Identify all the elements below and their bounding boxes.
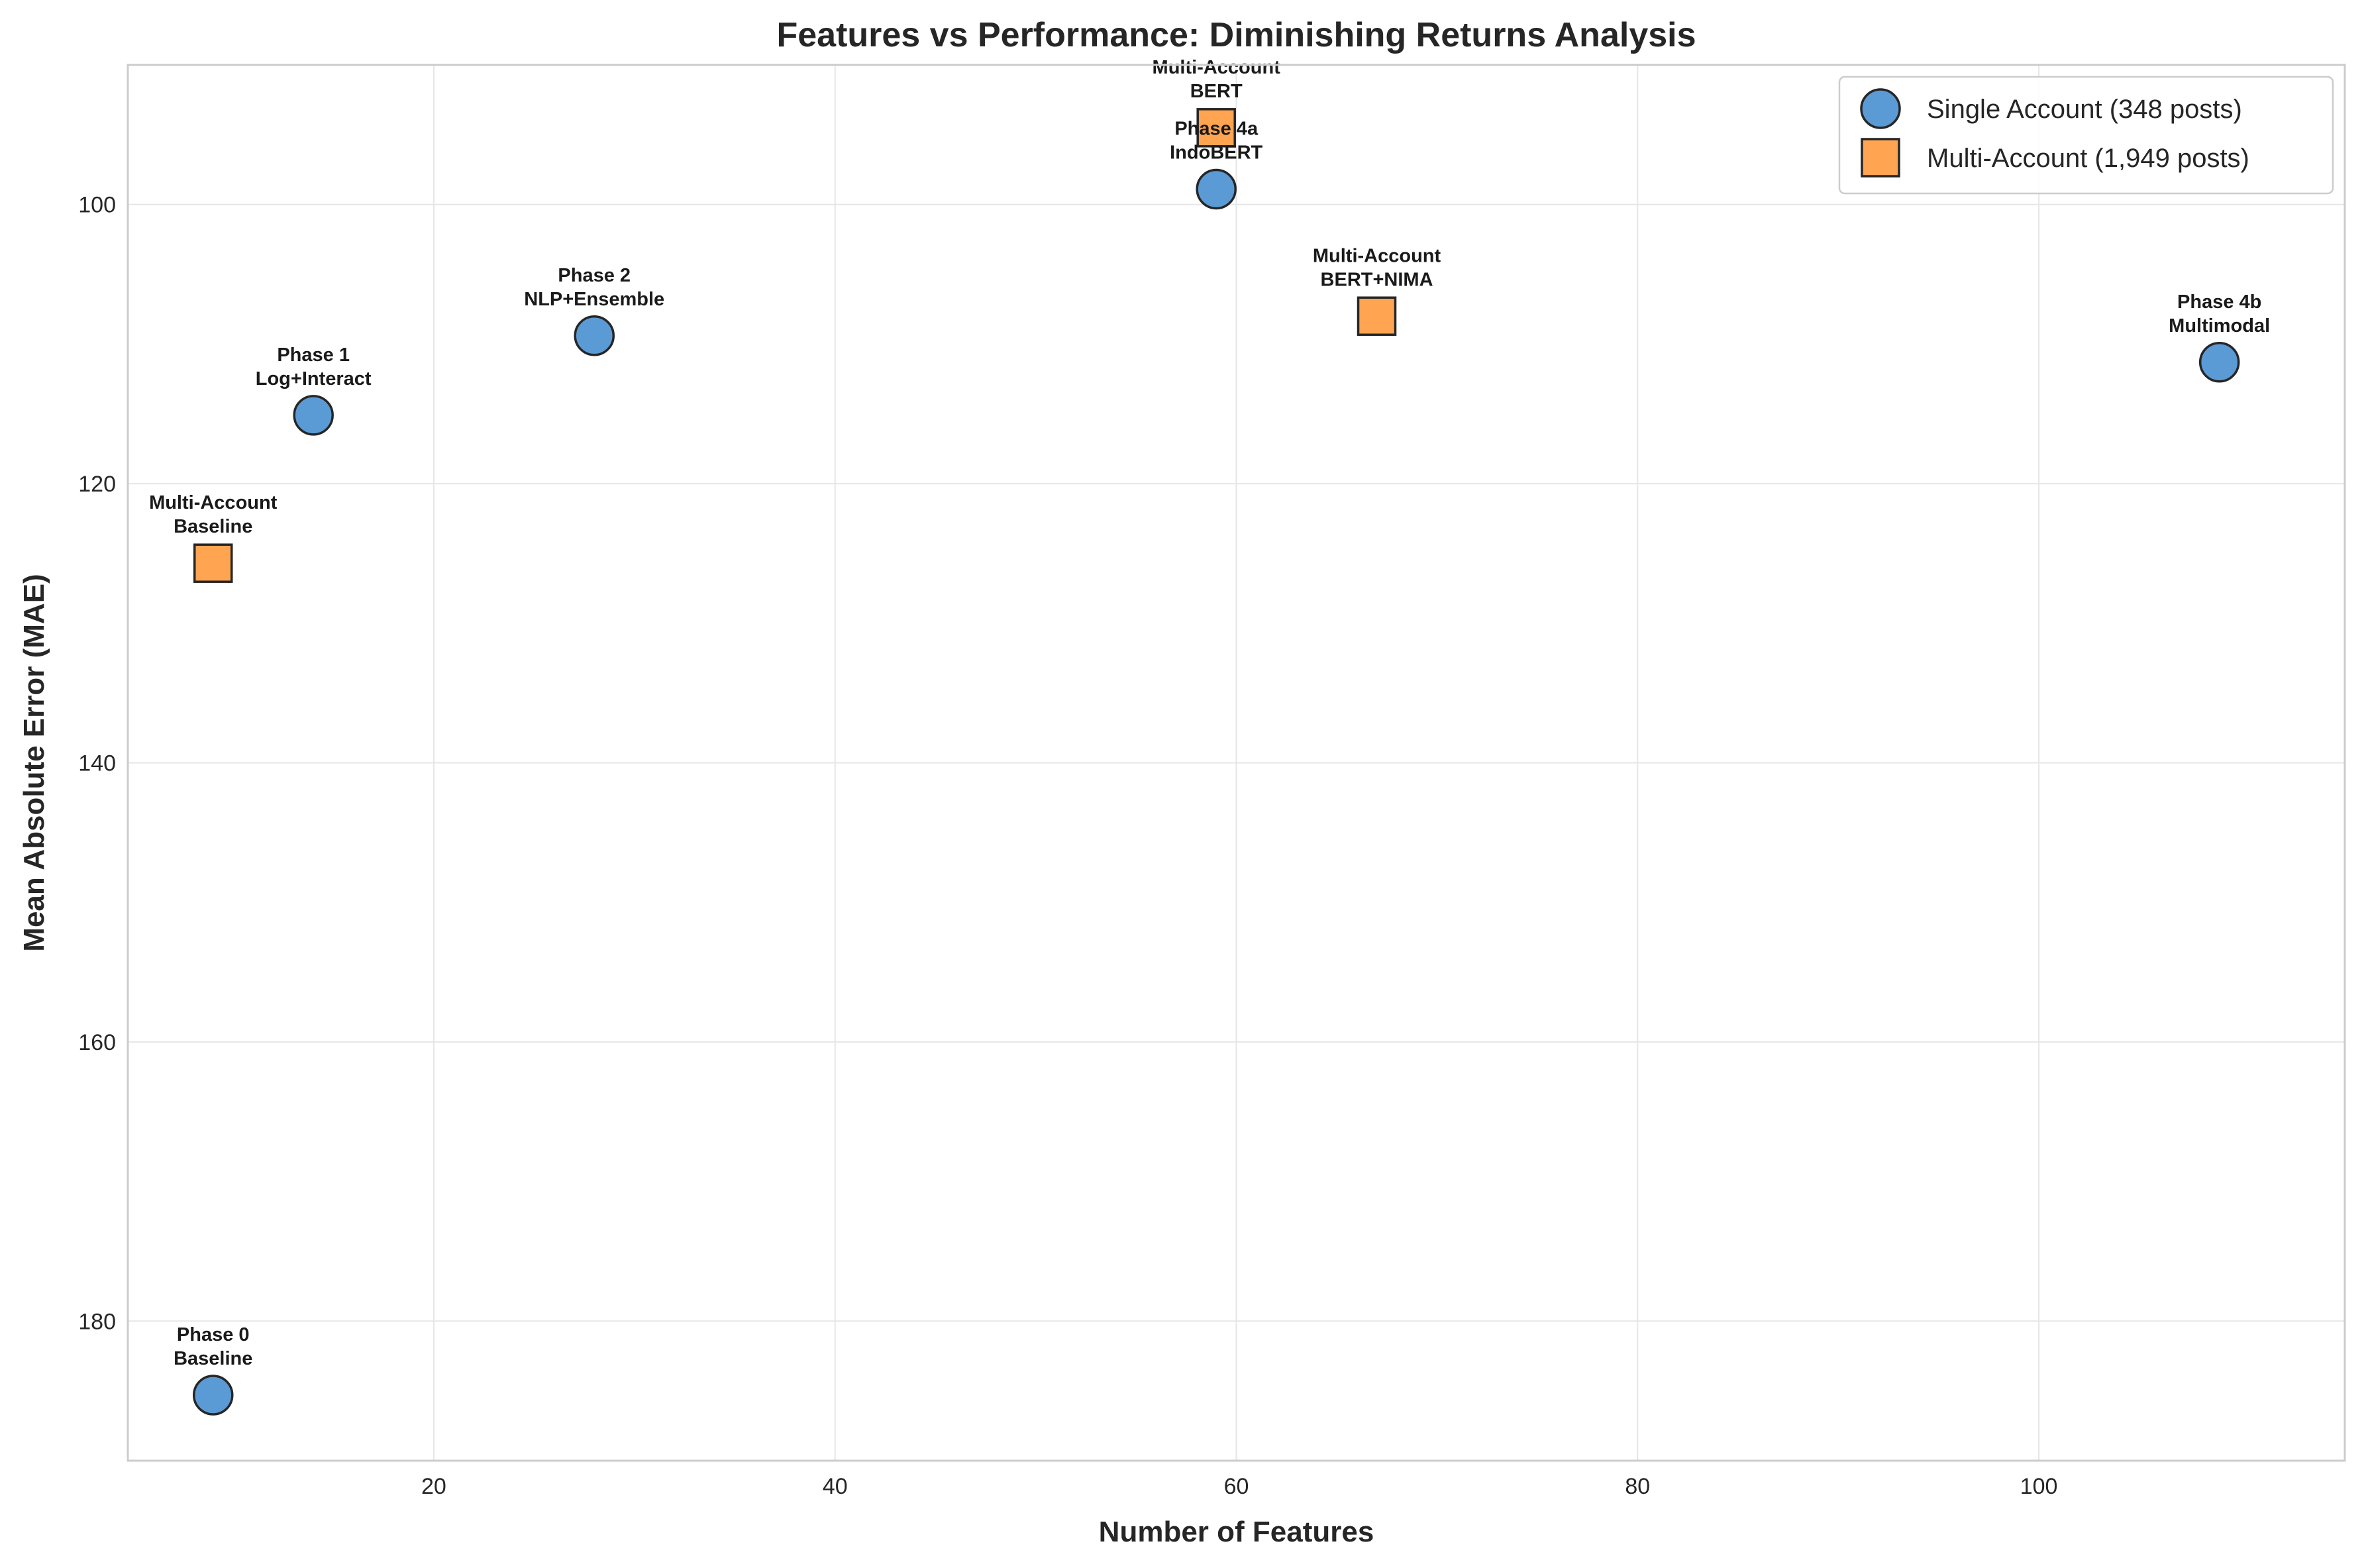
tick-labels: 20 40 60 80 100 100 120 140 160 180 — [78, 193, 2057, 1499]
point-annotation: BERT — [1190, 81, 1243, 102]
x-tick-label: 20 — [421, 1474, 446, 1499]
multi-account-point — [1357, 296, 1397, 337]
x-tick-label: 80 — [1625, 1474, 1650, 1499]
point-annotation: Phase 1 — [277, 344, 350, 366]
legend-square-marker — [1861, 138, 1900, 178]
x-tick-label: 40 — [823, 1474, 848, 1499]
single-account-point — [192, 1375, 234, 1416]
y-tick-label: 140 — [78, 751, 116, 776]
data-points — [192, 108, 2240, 1416]
x-tick-label: 60 — [1224, 1474, 1249, 1499]
legend: Single Account (348 posts) Multi-Account … — [1838, 76, 2334, 195]
y-tick-label: 160 — [78, 1030, 116, 1055]
point-annotation: NLP+Ensemble — [524, 289, 664, 310]
point-annotation: Multimodal — [2169, 315, 2270, 337]
single-account-point — [1196, 168, 1237, 210]
single-account-point — [574, 315, 615, 356]
multi-account-point — [1196, 108, 1236, 148]
point-annotation: Phase 4b — [2177, 291, 2261, 313]
chart-title: Features vs Performance: Diminishing Ret… — [776, 16, 1696, 54]
y-axis-label: Mean Absolute Error (MAE) — [18, 574, 50, 951]
multi-account-point — [193, 543, 233, 583]
legend-box — [1838, 76, 2334, 195]
point-annotation: Log+Interact — [256, 368, 372, 390]
y-tick-label: 100 — [78, 193, 116, 218]
point-annotation: Baseline — [174, 1348, 252, 1369]
y-tick-label: 180 — [78, 1309, 116, 1334]
grid — [128, 65, 2345, 1461]
x-tick-label: 100 — [2020, 1474, 2058, 1499]
point-annotation: Multi-Account — [1313, 245, 1441, 266]
y-tick-label: 120 — [78, 472, 116, 497]
point-annotation: IndoBERT — [1170, 142, 1262, 164]
x-axis-label: Number of Features — [1099, 1516, 1374, 1548]
single-account-point — [293, 395, 334, 436]
point-annotation: Multi-Account — [149, 492, 278, 513]
legend-entry-label: Single Account (348 posts) — [1927, 95, 2242, 124]
point-annotation: Baseline — [174, 516, 252, 537]
legend-circle-marker — [1860, 88, 1901, 129]
plot-frame — [127, 64, 2346, 1462]
point-annotation: Phase 0 — [177, 1324, 250, 1345]
point-annotation: Phase 4a — [1174, 119, 1259, 140]
single-account-point — [2198, 342, 2240, 383]
point-annotation: BERT+NIMA — [1321, 269, 1433, 290]
point-annotation: Phase 2 — [558, 265, 631, 286]
legend-entry-label: Multi-Account (1,949 posts) — [1927, 144, 2249, 173]
point-annotation: Multi-Account — [1153, 57, 1281, 78]
